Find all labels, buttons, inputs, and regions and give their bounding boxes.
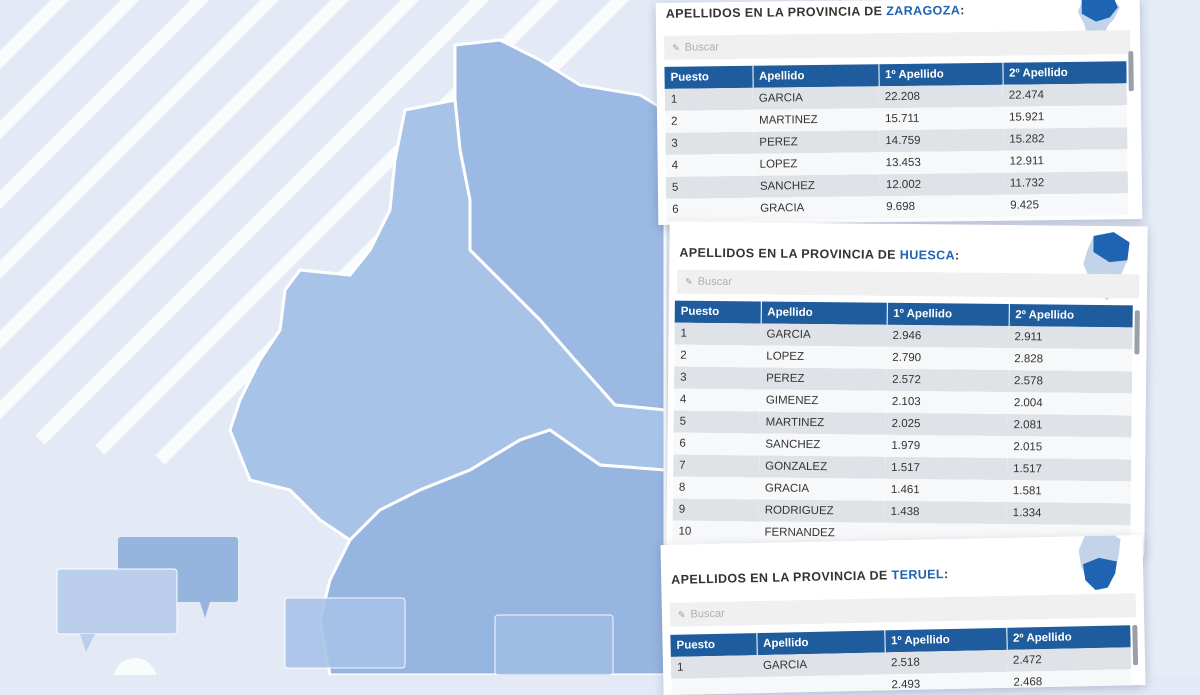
speech-bubbles <box>56 537 614 675</box>
surnames-table: Puesto Apellido 1º Apellido 2º Apellido … <box>664 61 1129 221</box>
column-header-puesto[interactable]: Puesto <box>674 300 761 324</box>
column-header-primer-apellido[interactable]: 1º Apellido <box>884 627 1007 653</box>
province-map-icon <box>1078 534 1121 590</box>
search-input[interactable]: ✎ Buscar <box>676 269 1140 299</box>
search-icon: ✎ <box>685 276 693 287</box>
search-icon: ✎ <box>672 42 680 53</box>
search-icon: ✎ <box>677 609 686 620</box>
column-header-segundo-apellido[interactable]: 2º Apellido <box>1008 304 1133 328</box>
search-input[interactable]: ✎ Buscar <box>669 593 1137 627</box>
scrollbar[interactable] <box>1132 625 1139 666</box>
column-header-puesto[interactable]: Puesto <box>664 65 753 89</box>
table-row: 6 GRACIA 9.698 9.425 <box>666 193 1129 221</box>
province-name: ZARAGOZA <box>886 3 961 19</box>
column-header-segundo-apellido[interactable]: 2º Apellido <box>1002 61 1127 85</box>
scrollbar[interactable] <box>1134 310 1140 355</box>
column-header-apellido[interactable]: Apellido <box>752 64 879 88</box>
card-title: APELLIDOS EN LA PROVINCIA DE TERUEL: <box>671 567 949 587</box>
column-header-primer-apellido[interactable]: 1º Apellido <box>878 62 1003 87</box>
surnames-table: Puesto Apellido 1º Apellido 2º Apellido … <box>670 625 1132 695</box>
column-header-segundo-apellido[interactable]: 2º Apellido <box>1006 625 1131 650</box>
column-header-apellido[interactable]: Apellido <box>760 301 887 325</box>
card-title: APELLIDOS EN LA PROVINCIA DE ZARAGOZA: <box>665 3 965 21</box>
column-header-apellido[interactable]: Apellido <box>756 630 885 656</box>
province-name: TERUEL <box>891 567 945 583</box>
search-input[interactable]: ✎ Buscar <box>664 30 1131 60</box>
card-title: APELLIDOS EN LA PROVINCIA DE HUESCA: <box>679 245 960 263</box>
surnames-card-zaragoza: APELLIDOS EN LA PROVINCIA DE ZARAGOZA: ✎… <box>655 0 1143 225</box>
scrollbar[interactable] <box>1128 51 1134 92</box>
column-header-primer-apellido[interactable]: 1º Apellido <box>886 302 1009 327</box>
column-header-puesto[interactable]: Puesto <box>670 633 757 657</box>
surnames-table: Puesto Apellido 1º Apellido 2º Apellido … <box>672 300 1133 548</box>
surnames-card-huesca: APELLIDOS EN LA PROVINCIA DE HUESCA: ✎ Bu… <box>666 221 1148 557</box>
province-name: HUESCA <box>899 247 956 263</box>
surnames-card-teruel: APELLIDOS EN LA PROVINCIA DE TERUEL: ✎ Bu… <box>660 534 1146 695</box>
